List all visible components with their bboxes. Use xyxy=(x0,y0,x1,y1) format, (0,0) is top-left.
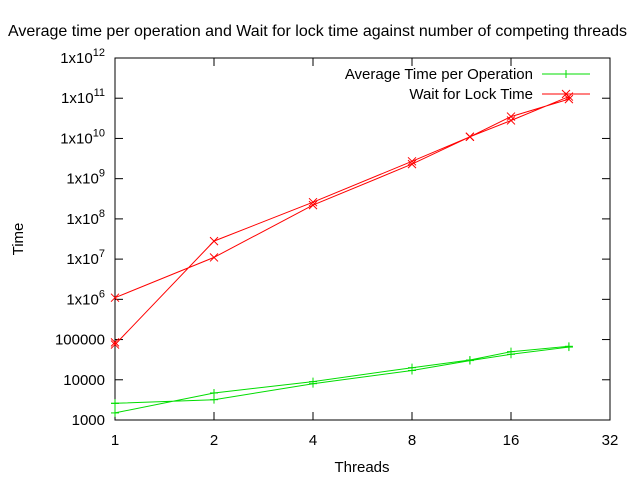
y-tick-label: 1x107 xyxy=(66,248,105,268)
x-tick-label: 32 xyxy=(602,432,619,449)
y-axis-ticks: 1000 10000 100000 1x106 1x107 1x108 1x109 1x101… xyxy=(55,47,610,429)
x-tick-label: 4 xyxy=(309,432,317,449)
y-tick-label: 10000 xyxy=(63,372,105,389)
data-point xyxy=(506,112,516,121)
y-axis-label: Time xyxy=(10,223,27,256)
series-line xyxy=(114,95,570,346)
legend: Average Time per Operation Wait for Lock … xyxy=(345,66,590,103)
x-axis-label: Threads xyxy=(334,459,389,476)
y-tick-label: 1x109 xyxy=(66,168,105,188)
x-tick-label: 16 xyxy=(503,432,520,449)
data-point xyxy=(407,156,417,166)
chart-title: Average time per operation and Wait for … xyxy=(8,23,627,40)
data-point xyxy=(209,253,219,262)
data-point xyxy=(308,197,318,207)
legend-label: Average Time per Operation xyxy=(345,66,533,83)
y-tick-label: 1x108 xyxy=(66,208,105,228)
y-tick-label: 1000 xyxy=(72,412,105,429)
data-point xyxy=(209,236,219,246)
data-point xyxy=(407,159,417,169)
legend-label: Wait for Lock Time xyxy=(409,86,533,103)
data-point xyxy=(110,338,120,347)
y-tick-label: 1x1012 xyxy=(60,47,105,67)
x-tick-label: 8 xyxy=(408,432,416,449)
x-tick-label: 2 xyxy=(210,432,218,449)
data-point xyxy=(308,200,318,210)
series-wait-for-lock xyxy=(110,92,574,349)
plot-frame xyxy=(114,57,611,421)
data-point xyxy=(110,340,120,349)
series-average-time xyxy=(111,342,573,417)
x-tick-label: 1 xyxy=(111,432,119,449)
data-point xyxy=(465,132,475,142)
data-point xyxy=(110,293,120,303)
y-tick-label: 1x1010 xyxy=(60,127,105,147)
y-tick-label: 1x106 xyxy=(66,288,105,308)
y-tick-label: 100000 xyxy=(55,332,105,349)
legend-marker xyxy=(561,89,571,99)
series-layer xyxy=(110,92,574,417)
data-point xyxy=(506,116,516,125)
x-axis-ticks: 1 2 4 8 16 32 xyxy=(111,58,619,449)
series-line xyxy=(114,345,570,414)
data-point xyxy=(564,94,574,104)
y-tick-label: 1x1011 xyxy=(61,87,105,107)
